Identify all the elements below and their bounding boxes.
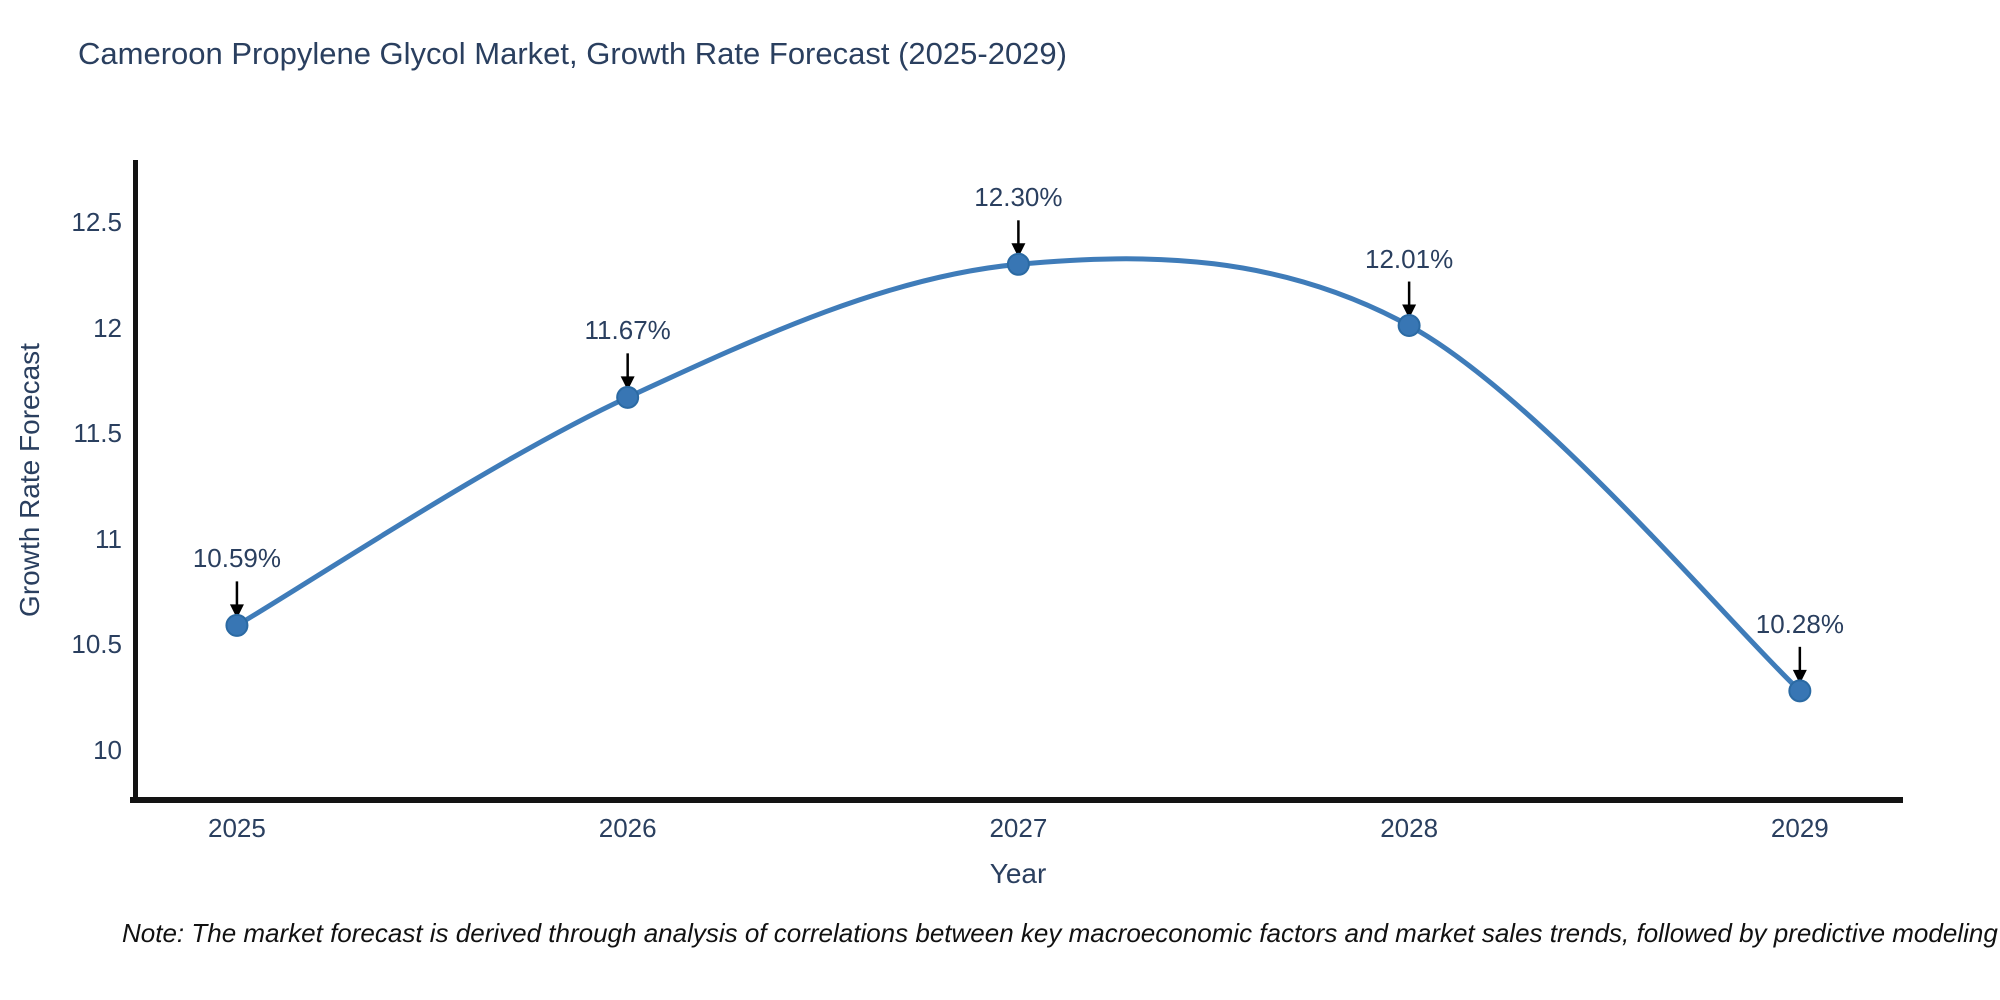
data-point-marker xyxy=(1397,314,1421,338)
y-tick-label: 11 xyxy=(95,523,122,554)
data-point-marker xyxy=(1006,252,1030,276)
point-value-label: 12.01% xyxy=(1365,243,1454,274)
point-value-label: 12.30% xyxy=(974,182,1063,213)
footnote-text: Note: The market forecast is derived thr… xyxy=(122,918,2000,948)
x-tick-label: 2029 xyxy=(1770,813,1829,843)
annotation-arrowhead-icon xyxy=(229,604,244,619)
y-axis-title: Growth Rate Forecast xyxy=(14,343,45,617)
data-point-marker xyxy=(225,613,249,637)
y-tick-label: 12 xyxy=(93,312,122,343)
annotation-arrowhead-icon xyxy=(620,376,635,391)
data-point-marker xyxy=(1788,679,1812,703)
x-tick-label: 2027 xyxy=(989,813,1048,843)
point-value-label: 10.28% xyxy=(1755,608,1844,639)
x-tick-label: 2028 xyxy=(1380,813,1439,843)
y-tick-label: 10 xyxy=(93,734,122,765)
chart-title: Cameroon Propylene Glycol Market, Growth… xyxy=(78,36,1067,71)
annotation-arrowhead-icon xyxy=(1792,669,1807,684)
trend-line xyxy=(234,256,1803,694)
annotation-arrowhead-icon xyxy=(1402,304,1417,319)
y-tick-label: 12.5 xyxy=(71,207,122,238)
point-value-label: 10.59% xyxy=(192,543,282,574)
x-axis-title: Year xyxy=(989,858,1047,889)
x-tick-label: 2026 xyxy=(598,813,657,843)
annotation-arrowhead-icon xyxy=(1011,243,1026,258)
point-value-label: 11.67% xyxy=(584,315,671,346)
y-tick-label: 11.5 xyxy=(73,418,122,449)
data-point-marker xyxy=(616,385,640,409)
x-tick-label: 2025 xyxy=(208,813,266,843)
y-tick-label: 10.5 xyxy=(71,629,122,660)
